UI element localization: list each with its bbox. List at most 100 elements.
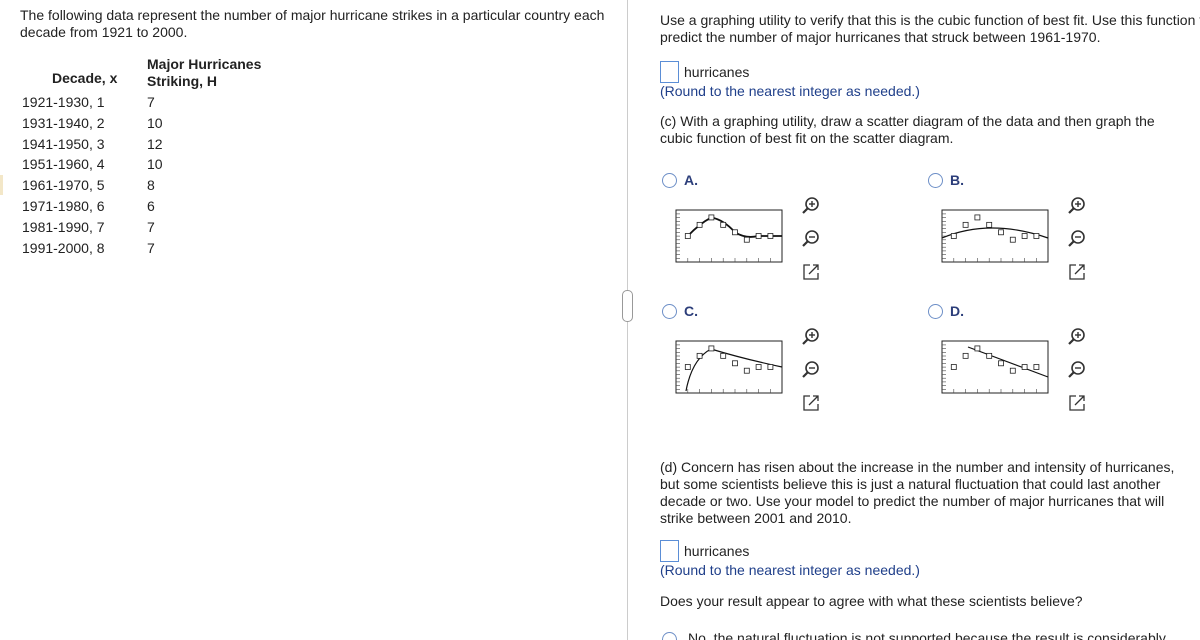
shape: [802, 371, 809, 378]
data-point: [1021, 233, 1028, 239]
decade: 1951-1960, 4: [22, 156, 105, 173]
hurricanes: 7: [147, 94, 155, 110]
decade: 1921-1930, 1: [22, 94, 105, 110]
data-point: [962, 221, 969, 228]
shape: [805, 361, 819, 375]
radio[interactable]: [662, 632, 677, 640]
data-point: [986, 221, 993, 228]
option-label: A.: [684, 172, 698, 188]
question-d: (d) Concern has risen about the increase…: [660, 459, 1175, 526]
zoom-in[interactable]: [802, 328, 819, 345]
data-point: [684, 233, 691, 239]
shape: [1068, 207, 1075, 214]
zoom-out[interactable]: [802, 230, 819, 247]
choice[interactable]: No, the natural fluctuation is not suppo…: [688, 630, 1166, 640]
data-point: [962, 352, 969, 359]
shape: [802, 240, 809, 247]
shape: [808, 264, 819, 275]
radio[interactable]: [662, 304, 677, 319]
shape: [967, 346, 1049, 378]
shape: [1071, 328, 1085, 342]
decade: 1941-1950, 3: [22, 135, 105, 152]
data-point: [732, 360, 738, 367]
plot-tools: [1068, 197, 1085, 280]
shape: [803, 264, 819, 280]
shape: [1068, 371, 1075, 378]
open-large[interactable]: [1069, 264, 1085, 280]
row-highlight: [0, 175, 3, 195]
open-large[interactable]: [803, 264, 819, 280]
decade: 1971-1980, 6: [22, 198, 105, 214]
plot-tools: [1068, 328, 1085, 411]
answer-unit: hurricanes: [684, 64, 750, 80]
shape: [802, 207, 809, 214]
hurricanes: 7: [147, 239, 155, 256]
shape: [1068, 240, 1075, 247]
shape: [941, 340, 1049, 394]
zoom-in[interactable]: [1068, 197, 1085, 214]
shape: [1071, 197, 1085, 211]
shape: [802, 338, 809, 345]
hurricanes: 7: [147, 218, 155, 235]
open-large[interactable]: [803, 395, 819, 411]
data-point: [755, 364, 762, 370]
data-point: [986, 352, 993, 359]
shape: [805, 230, 819, 244]
radio[interactable]: [928, 173, 943, 188]
hurricanes: 10: [147, 156, 163, 173]
answer-input[interactable]: [660, 540, 679, 562]
shape: [941, 209, 1049, 263]
shape: [1069, 395, 1085, 411]
decade: 1961-1970, 5: [22, 177, 105, 194]
shape: [803, 395, 819, 411]
scatter-thumbnail[interactable]: [674, 339, 786, 397]
open-large[interactable]: [1069, 395, 1085, 411]
hurricanes: 6: [147, 198, 155, 214]
shape: [1071, 361, 1085, 375]
question-agree: Does your result appear to agree with wh…: [660, 593, 1083, 609]
data-point: [998, 360, 1004, 367]
shape: [805, 197, 819, 211]
data-point: [720, 221, 727, 228]
shape: [675, 340, 783, 394]
data-table: Decade, x Major Hurricanes Striking, H 192…: [0, 56, 261, 256]
shape: [1068, 338, 1075, 345]
scatter-thumbnail[interactable]: [940, 208, 1052, 266]
zoom-out[interactable]: [1068, 361, 1085, 378]
zoom-out[interactable]: [1068, 230, 1085, 247]
data-point: [743, 367, 750, 374]
scatter-thumbnail[interactable]: [674, 208, 786, 266]
data-point: [998, 229, 1004, 236]
option-label: D.: [950, 303, 964, 319]
data-point: [974, 214, 981, 221]
question-c: (c) With a graphing utility, draw a scat…: [660, 113, 1155, 146]
hurricanes: 12: [147, 135, 163, 152]
data-point: [950, 364, 957, 370]
shape: [1069, 264, 1085, 280]
option-label: B.: [950, 172, 964, 188]
zoom-out[interactable]: [802, 361, 819, 378]
decade: 1981-1990, 7: [22, 218, 105, 235]
hurricanes: 8: [147, 177, 155, 194]
data-point: [720, 352, 727, 359]
answer-input[interactable]: [660, 61, 679, 83]
column-header: Decade, x: [52, 70, 118, 86]
divider-handle[interactable]: [622, 290, 633, 322]
option-label: C.: [684, 303, 698, 319]
data-point: [974, 345, 981, 352]
data-point: [1021, 364, 1028, 370]
scatter-thumbnail[interactable]: [940, 339, 1052, 397]
plot-tools: [802, 328, 819, 411]
data-point: [767, 233, 774, 239]
radio[interactable]: [662, 173, 677, 188]
answer-unit: hurricanes: [684, 543, 750, 559]
data-point: [708, 345, 715, 352]
data-point: [755, 233, 762, 239]
zoom-in[interactable]: [802, 197, 819, 214]
radio[interactable]: [928, 304, 943, 319]
zoom-in[interactable]: [1068, 328, 1085, 345]
data-point: [732, 229, 738, 236]
shape: [805, 328, 819, 342]
shape: [1074, 264, 1085, 275]
